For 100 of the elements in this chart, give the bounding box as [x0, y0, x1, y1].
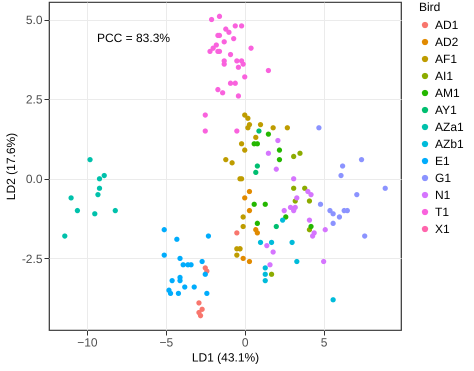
point	[338, 172, 344, 178]
point	[232, 23, 238, 29]
point	[254, 230, 260, 236]
point	[256, 128, 262, 134]
legend-label: E1	[435, 154, 450, 168]
legend-label: T1	[435, 205, 450, 219]
point	[382, 186, 388, 191]
legend-label: AF1	[435, 52, 458, 66]
point	[289, 240, 295, 246]
point	[182, 284, 188, 290]
point	[262, 202, 268, 207]
point	[222, 39, 227, 44]
point	[253, 170, 258, 176]
point	[240, 256, 246, 261]
point	[234, 128, 240, 134]
point	[316, 125, 322, 130]
point	[276, 156, 282, 162]
point	[264, 242, 270, 248]
point	[252, 202, 257, 207]
x-tick-label: −10	[77, 336, 98, 350]
point	[216, 14, 222, 19]
point	[302, 186, 308, 191]
point	[258, 240, 264, 246]
point	[87, 156, 93, 162]
point	[291, 186, 296, 191]
y-tick-label: -2.5	[22, 252, 43, 266]
point	[223, 156, 228, 162]
point	[266, 132, 272, 137]
point	[242, 195, 248, 200]
point	[238, 23, 244, 29]
point	[330, 211, 336, 216]
point	[294, 258, 300, 264]
point	[280, 217, 286, 223]
point	[240, 214, 246, 220]
point	[236, 64, 242, 70]
point	[102, 172, 107, 178]
point	[246, 188, 252, 194]
point	[258, 122, 264, 128]
point	[207, 48, 213, 54]
point	[162, 252, 167, 258]
point	[198, 313, 204, 318]
point	[297, 150, 303, 156]
point	[291, 154, 296, 160]
point	[245, 116, 251, 121]
point	[294, 195, 300, 200]
point	[268, 272, 274, 277]
point	[270, 249, 276, 255]
point	[177, 256, 183, 261]
point	[204, 290, 210, 296]
point	[199, 258, 205, 264]
point	[176, 290, 182, 296]
point	[254, 163, 260, 169]
legend-label: AM1	[435, 86, 460, 100]
point	[254, 220, 260, 226]
y-tick-label: 5.0	[26, 13, 43, 28]
point	[306, 198, 312, 204]
point	[202, 128, 208, 134]
point	[112, 208, 118, 214]
y-axis-title: LD2 (17.6%)	[4, 132, 18, 200]
point	[362, 233, 368, 239]
point	[242, 74, 248, 80]
point	[180, 262, 186, 268]
point	[262, 272, 268, 277]
point	[208, 16, 214, 22]
point	[354, 192, 360, 198]
legend-label: G1	[435, 171, 452, 185]
point	[214, 42, 219, 48]
point	[318, 202, 324, 207]
point	[276, 147, 282, 153]
point	[246, 208, 252, 214]
point	[220, 90, 226, 96]
point	[169, 278, 175, 284]
point	[210, 46, 216, 51]
point	[242, 147, 248, 153]
point	[234, 58, 240, 64]
legend-label: X1	[435, 222, 450, 236]
point	[192, 284, 197, 290]
point	[358, 156, 364, 162]
point	[253, 134, 258, 140]
y-tick-label: 0.0	[26, 172, 43, 186]
point	[228, 80, 234, 86]
legend-label: AY1	[435, 103, 458, 117]
point	[283, 214, 288, 220]
point	[162, 227, 167, 232]
x-tick-label: 5	[320, 336, 328, 350]
legend-label: AD2	[435, 35, 459, 49]
point	[291, 176, 296, 182]
point	[268, 240, 274, 246]
point	[229, 160, 235, 166]
point	[240, 61, 246, 67]
point	[262, 278, 268, 284]
point	[228, 52, 234, 58]
annotation: PCC = 83.3%	[97, 31, 170, 45]
point	[336, 214, 342, 220]
point	[266, 150, 272, 156]
point	[231, 36, 236, 42]
point	[74, 208, 80, 214]
point	[68, 195, 74, 200]
point	[174, 236, 180, 242]
point	[96, 186, 102, 191]
